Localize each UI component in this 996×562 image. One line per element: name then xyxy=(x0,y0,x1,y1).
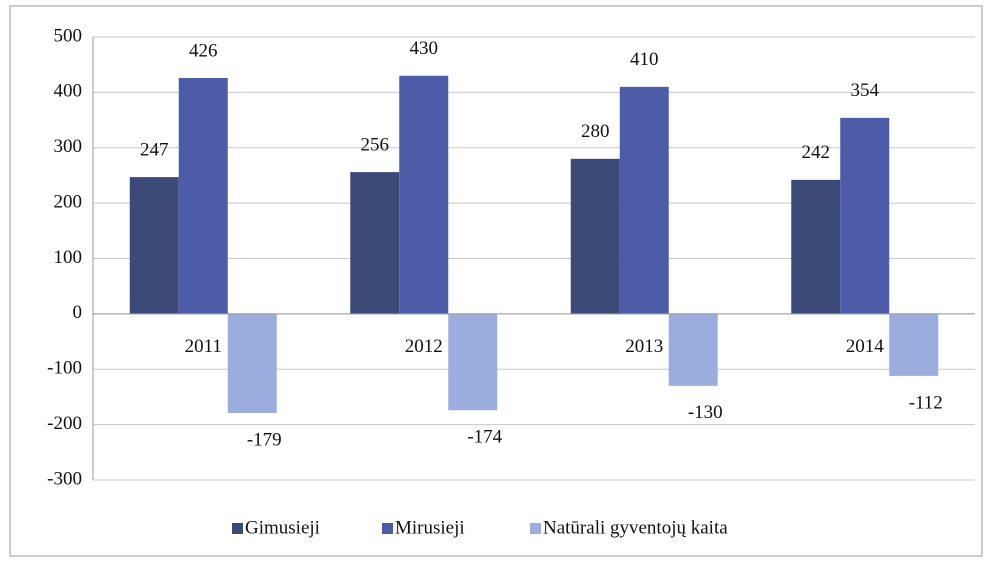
x-tick-label: 2012 xyxy=(405,336,443,357)
bar xyxy=(840,117,890,314)
x-tick-label: 2014 xyxy=(846,336,885,357)
data-label: 426 xyxy=(189,40,218,61)
legend-swatch xyxy=(382,523,393,534)
data-label: -112 xyxy=(909,392,943,413)
y-tick-label: 400 xyxy=(54,81,83,102)
x-tick-label: 2011 xyxy=(185,336,222,357)
bar xyxy=(350,172,400,314)
legend-swatch xyxy=(530,523,541,534)
data-label: 430 xyxy=(410,38,439,59)
y-tick-label: -300 xyxy=(47,468,82,489)
data-label: 256 xyxy=(361,134,390,155)
bar xyxy=(129,177,179,314)
bar xyxy=(178,77,228,314)
legend-label: Gimusieji xyxy=(245,517,320,538)
data-label: 247 xyxy=(140,139,169,160)
y-tick-label: 300 xyxy=(54,136,83,157)
legend-label: Natūrali gyventojų kaita xyxy=(543,517,728,538)
y-tick-label: 200 xyxy=(54,191,83,212)
data-label: 410 xyxy=(630,49,659,70)
bar xyxy=(889,313,939,376)
bar xyxy=(791,179,841,314)
y-tick-label: -200 xyxy=(47,413,82,434)
bar xyxy=(448,313,498,411)
y-tick-label: -100 xyxy=(47,358,82,379)
bar xyxy=(570,158,620,314)
data-label: -179 xyxy=(247,429,282,450)
bar xyxy=(668,313,718,386)
y-tick-label: 100 xyxy=(54,247,83,268)
data-label: -174 xyxy=(467,427,502,448)
legend-swatch xyxy=(232,523,243,534)
y-tick-label: 500 xyxy=(54,25,83,46)
legend-label: Mirusieji xyxy=(395,517,465,538)
bar xyxy=(227,313,277,413)
bar xyxy=(399,75,449,314)
data-label: -130 xyxy=(688,402,723,423)
bar xyxy=(619,86,669,314)
data-label: 354 xyxy=(851,80,880,101)
data-label: 280 xyxy=(581,121,610,142)
x-tick-label: 2013 xyxy=(625,336,663,357)
y-tick-label: 0 xyxy=(73,302,83,323)
data-label: 242 xyxy=(802,142,831,163)
